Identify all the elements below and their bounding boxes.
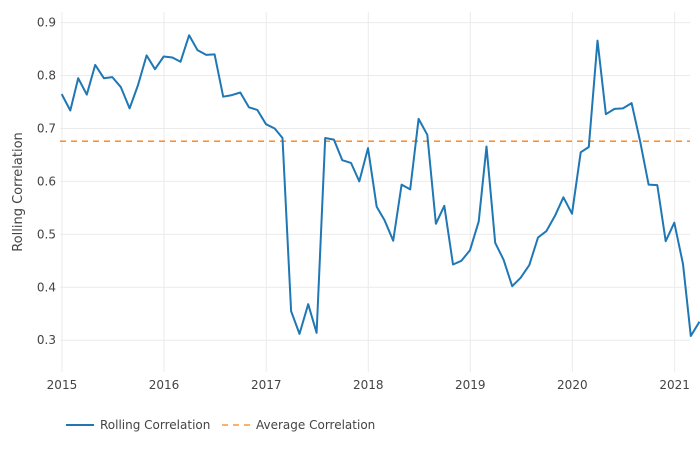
rolling-correlation-line [60, 34, 700, 337]
x-tick-label: 2019 [455, 378, 486, 392]
x-tick-label: 2021 [659, 378, 690, 392]
x-tick-label: 2015 [47, 378, 78, 392]
x-tick-label: 2020 [557, 378, 588, 392]
y-axis-title: Rolling Correlation [11, 132, 26, 252]
y-tick-label: 0.5 [37, 227, 56, 241]
legend-label-average: Average Correlation [256, 418, 375, 432]
x-tick-label: 2017 [251, 378, 282, 392]
y-tick-label: 0.4 [37, 280, 56, 294]
grid [60, 12, 690, 372]
y-tick-label: 0.3 [37, 333, 56, 347]
x-tick-label: 2018 [353, 378, 384, 392]
legend: Rolling Correlation Average Correlation [66, 418, 375, 432]
x-tick-label: 2016 [149, 378, 180, 392]
y-tick-label: 0.7 [37, 121, 56, 135]
y-tick-label: 0.6 [37, 174, 56, 188]
y-tick-label: 0.8 [37, 69, 56, 83]
y-tick-label: 0.9 [37, 16, 56, 30]
legend-label-rolling: Rolling Correlation [100, 418, 210, 432]
